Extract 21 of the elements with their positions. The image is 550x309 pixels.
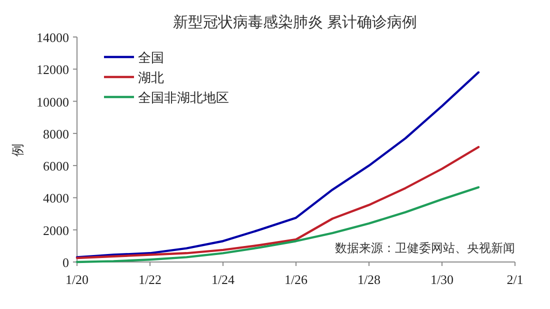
x-tick-label: 1/22 [138, 272, 162, 287]
legend-label: 湖北 [138, 70, 164, 85]
x-tick-label: 1/20 [65, 272, 89, 287]
y-tick-label: 2000 [43, 222, 69, 238]
x-tick-label: 1/30 [430, 272, 454, 287]
y-tick-label: 6000 [43, 158, 69, 174]
x-tick-label: 1/26 [284, 272, 308, 287]
legend-label: 全国 [138, 50, 164, 65]
x-tick-label: 1/24 [211, 272, 236, 287]
y-tick-label: 14000 [36, 30, 69, 45]
y-tick-label: 10000 [36, 94, 69, 110]
annotation: 数据来源：卫健委网站、央视新闻 [335, 241, 515, 255]
y-axis-title: 例 [10, 144, 25, 156]
y-tick-label: 4000 [43, 190, 69, 206]
legend-label: 全国非湖北地区 [138, 90, 229, 105]
y-tick-label: 8000 [43, 126, 69, 142]
chart-title: 新型冠状病毒感染肺炎 累计确诊病例 [173, 14, 417, 31]
x-tick-label: 2/1 [506, 272, 524, 287]
y-tick-label: 0 [62, 255, 69, 270]
x-tick-label: 1/28 [357, 272, 381, 287]
y-tick-label: 12000 [36, 62, 69, 78]
